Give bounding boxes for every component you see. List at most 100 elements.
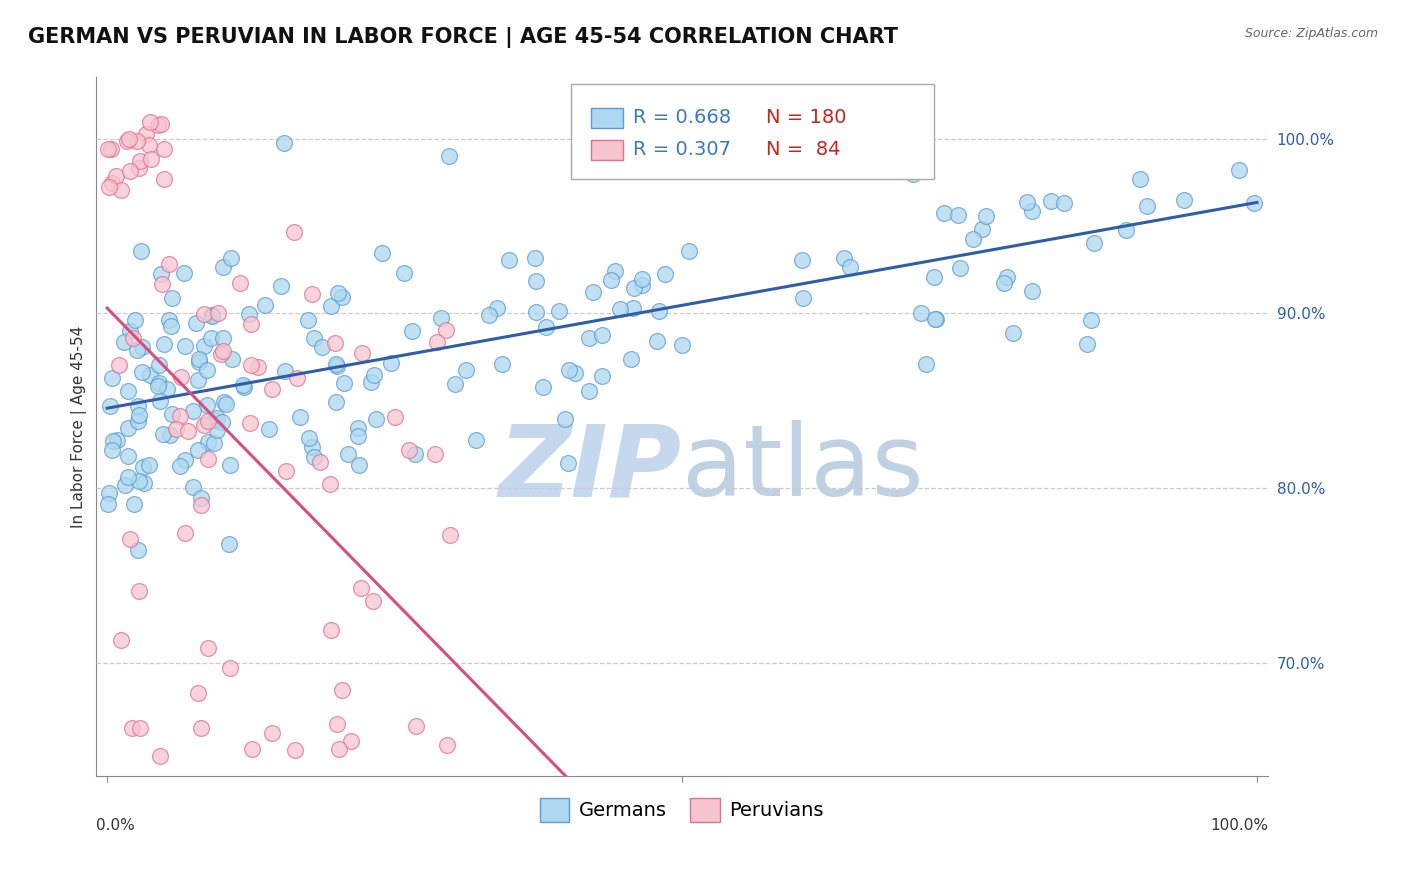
Point xyxy=(202,413,225,427)
Point xyxy=(207,306,229,320)
Point xyxy=(110,183,132,197)
Point xyxy=(188,351,211,366)
Point xyxy=(127,543,149,558)
Point xyxy=(308,455,330,469)
FancyBboxPatch shape xyxy=(591,140,623,160)
Point xyxy=(205,423,228,437)
Point xyxy=(832,251,855,265)
Point xyxy=(201,310,224,324)
Point xyxy=(915,357,938,371)
Point xyxy=(239,358,262,372)
Point xyxy=(993,276,1015,290)
Point xyxy=(1129,172,1152,186)
Point xyxy=(219,661,242,675)
Point xyxy=(97,497,120,511)
Point xyxy=(128,584,150,599)
Point xyxy=(101,443,124,458)
Point xyxy=(232,377,254,392)
Point xyxy=(205,410,228,425)
Point xyxy=(117,449,139,463)
Text: 100.0%: 100.0% xyxy=(1211,818,1268,833)
Point xyxy=(273,136,295,150)
Point xyxy=(444,376,467,391)
Point xyxy=(582,285,605,300)
Point xyxy=(948,208,970,222)
Text: GERMAN VS PERUVIAN IN LABOR FORCE | AGE 45-54 CORRELATION CHART: GERMAN VS PERUVIAN IN LABOR FORCE | AGE … xyxy=(28,27,898,48)
Point xyxy=(1136,199,1159,213)
Point xyxy=(173,266,195,280)
Point xyxy=(139,368,162,382)
Point xyxy=(160,407,183,421)
Point xyxy=(340,734,363,748)
Point xyxy=(274,364,297,378)
Point xyxy=(110,633,132,648)
Point xyxy=(325,395,347,409)
Point xyxy=(671,337,693,351)
Point xyxy=(364,411,387,425)
Point xyxy=(197,434,219,449)
Point xyxy=(181,404,204,418)
Point xyxy=(169,459,191,474)
Point xyxy=(101,371,124,385)
Point xyxy=(122,497,145,511)
Point xyxy=(202,436,225,450)
Text: R = 0.307: R = 0.307 xyxy=(633,140,731,159)
Point xyxy=(423,447,446,461)
Text: N =  84: N = 84 xyxy=(766,140,841,159)
Point xyxy=(1021,284,1043,298)
Point xyxy=(195,363,218,377)
Point xyxy=(609,301,631,316)
Point xyxy=(187,442,209,457)
Legend: Germans, Peruvians: Germans, Peruvians xyxy=(533,790,831,830)
Point xyxy=(1243,195,1265,210)
Point xyxy=(524,274,547,288)
Point xyxy=(239,317,262,331)
Point xyxy=(112,335,135,350)
Point xyxy=(363,368,385,382)
Point xyxy=(288,410,311,425)
Point xyxy=(1115,223,1137,237)
Point xyxy=(603,264,626,278)
Point xyxy=(190,721,212,735)
Point xyxy=(187,686,209,700)
Point xyxy=(464,433,486,447)
Point xyxy=(118,132,141,146)
Point xyxy=(976,210,998,224)
Point xyxy=(262,726,284,740)
Point xyxy=(384,409,406,424)
Point xyxy=(371,245,394,260)
Point xyxy=(924,312,946,326)
Point xyxy=(647,334,669,348)
Point xyxy=(134,475,156,490)
Point xyxy=(260,383,283,397)
Text: Source: ZipAtlas.com: Source: ZipAtlas.com xyxy=(1244,27,1378,40)
Point xyxy=(97,180,120,194)
Point xyxy=(131,365,153,379)
Point xyxy=(127,414,149,428)
Point xyxy=(212,395,235,409)
Point xyxy=(211,331,233,345)
Point xyxy=(326,285,349,300)
Point xyxy=(200,331,222,345)
Point xyxy=(285,371,308,385)
Point xyxy=(321,623,343,637)
Point xyxy=(578,331,600,345)
Point xyxy=(138,115,160,129)
Point xyxy=(330,683,353,698)
Point xyxy=(328,741,350,756)
Point xyxy=(125,343,148,358)
Point xyxy=(319,476,342,491)
Point xyxy=(118,532,141,546)
Point xyxy=(439,528,461,542)
Text: ZIP: ZIP xyxy=(499,420,682,517)
Point xyxy=(524,304,547,318)
Point xyxy=(321,299,343,313)
Point xyxy=(233,380,256,394)
Point xyxy=(193,307,215,321)
Point xyxy=(117,470,139,484)
Point xyxy=(333,376,356,390)
Point xyxy=(531,380,554,394)
Point xyxy=(174,339,197,353)
Point xyxy=(193,339,215,353)
Point xyxy=(101,434,124,448)
